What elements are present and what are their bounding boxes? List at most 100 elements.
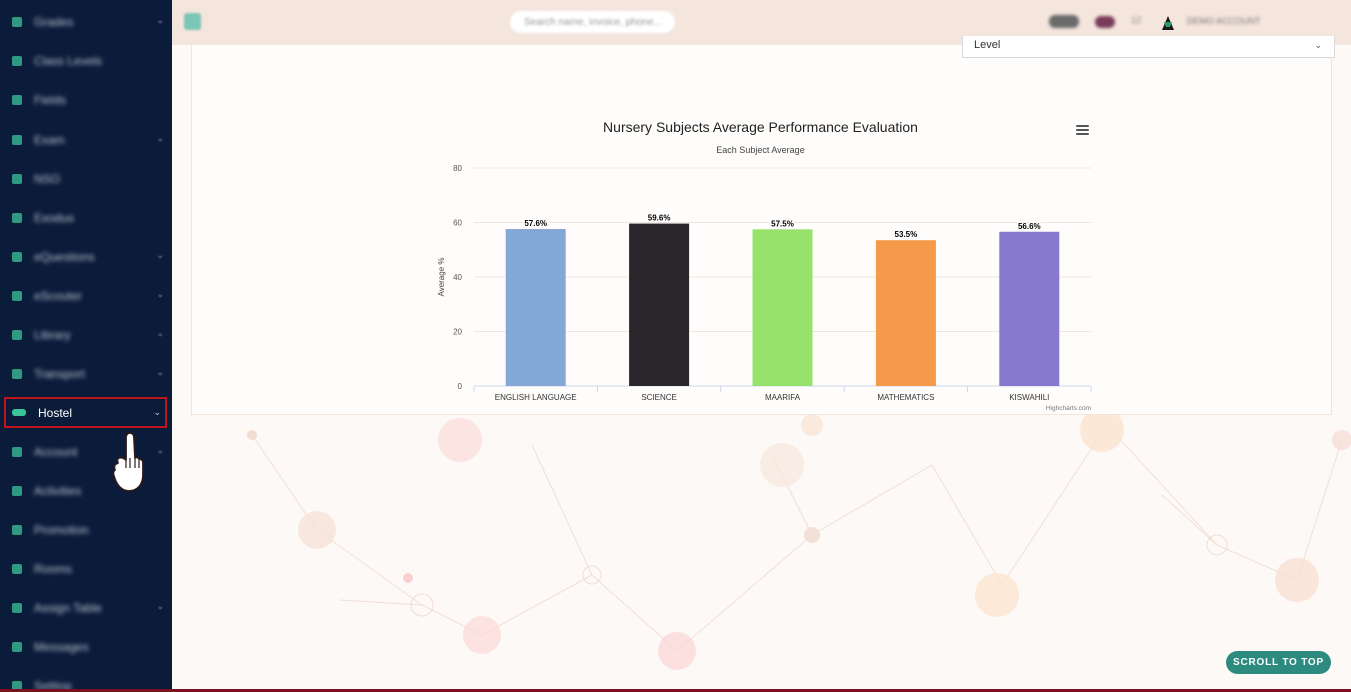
bottom-border	[0, 689, 1351, 692]
sidebar-item-icon	[12, 486, 22, 496]
sidebar-item-activities[interactable]: Activities	[0, 473, 172, 509]
scroll-to-top-button[interactable]: SCROLL TO TOP	[1226, 651, 1331, 674]
chart-credits: Highcharts.com	[1046, 405, 1091, 412]
y-tick-label: 40	[453, 273, 462, 282]
sidebar-item-label: NSO	[34, 172, 61, 186]
sidebar-item-icon	[12, 564, 22, 574]
notification-icon[interactable]	[1049, 15, 1079, 28]
chevron-down-icon: ⌄	[153, 407, 161, 417]
language-flag-icon[interactable]	[1095, 16, 1115, 28]
chevron-down-icon: ⌄	[156, 601, 164, 611]
chevron-down-icon: ⌄	[156, 250, 164, 260]
sidebar-item-assign-table[interactable]: Assign Table ⌄	[0, 590, 172, 626]
chart-context-menu-icon[interactable]	[1076, 125, 1089, 136]
sidebar-item-icon	[12, 213, 22, 223]
data-label: 56.6%	[1018, 222, 1041, 231]
sidebar-item-label: Class Levels	[34, 54, 103, 68]
sidebar-item-label: Activities	[34, 484, 82, 498]
data-label: 53.5%	[895, 230, 918, 239]
sidebar-item-label: Assign Table	[34, 601, 102, 615]
bar-maarifa	[752, 229, 813, 386]
message-badge[interactable]: 12	[1131, 15, 1142, 25]
sidebar-item-setting[interactable]: Setting	[0, 668, 172, 692]
search-input[interactable]: Search name, invoice, phone...	[510, 11, 675, 33]
bar-kiswahili	[999, 231, 1060, 386]
y-tick-label: 0	[458, 382, 463, 391]
sidebar-item-icon	[12, 291, 22, 301]
sidebar-item-icon	[12, 603, 22, 613]
sidebar-item-label: Exam	[34, 133, 65, 147]
sidebar-item-label: Exodus	[34, 211, 75, 225]
x-tick-label: MAARIFA	[765, 393, 801, 402]
sidebar-item-exodus[interactable]: Exodus	[0, 200, 172, 236]
sidebar-item-icon	[12, 252, 22, 262]
bar-chart: Nursery Subjects Average Performance Eva…	[437, 119, 1092, 412]
sidebar-item-grades[interactable]: Grades ⌄	[0, 4, 172, 40]
sidebar-item-transport[interactable]: Transport ⌄	[0, 356, 172, 392]
sidebar-item-messages[interactable]: Messages	[0, 629, 172, 665]
sidebar-item-label: eScouter	[34, 289, 83, 303]
sidebar-item-label: Promotion	[34, 523, 89, 537]
sidebar-item-icon	[12, 174, 22, 184]
sidebar-item-hostel[interactable]: Hostel ⌄	[4, 397, 167, 428]
sidebar-item-icon	[12, 369, 22, 379]
sidebar-item-icon	[12, 447, 22, 457]
account-name[interactable]: DEMO ACCOUNT	[1187, 16, 1261, 26]
sidebar-item-label: Hostel	[38, 405, 73, 420]
sidebar-item-label: Setting	[34, 679, 72, 692]
x-tick-label: SCIENCE	[641, 393, 677, 402]
background-network-pattern	[247, 415, 1351, 670]
sidebar-item-library[interactable]: Library ⌄	[0, 317, 172, 353]
sidebar-item-label: Grades	[34, 15, 74, 29]
sidebar-item-promotion[interactable]: Promotion	[0, 512, 172, 548]
chevron-down-icon: ⌄	[156, 328, 164, 338]
sidebar-item-exam[interactable]: Exam ⌄	[0, 122, 172, 158]
sidebar-item-label: Messages	[34, 640, 89, 654]
bar-english-language	[505, 229, 566, 386]
chart-subtitle: Each Subject Average	[716, 145, 804, 155]
sidebar-item-icon	[12, 135, 22, 145]
y-axis-label: Average %	[437, 258, 446, 297]
y-tick-label: 20	[453, 328, 462, 337]
level-select[interactable]: Level ⌄	[962, 36, 1335, 58]
y-tick-label: 80	[453, 164, 462, 173]
sidebar-item-rooms[interactable]: Rooms	[0, 551, 172, 587]
sidebar-item-class-levels[interactable]: Class Levels	[0, 43, 172, 79]
sidebar-item-icon	[12, 525, 22, 535]
sidebar-item-label: eQuestions	[34, 250, 95, 264]
data-label: 57.5%	[771, 219, 794, 228]
x-tick-label: MATHEMATICS	[877, 393, 934, 402]
sidebar-item-account[interactable]: Account ⌄	[0, 434, 172, 470]
avatar[interactable]	[1158, 12, 1178, 34]
sidebar-item-icon	[12, 409, 26, 416]
chevron-down-icon: ⌄	[156, 289, 164, 299]
chart-title: Nursery Subjects Average Performance Eva…	[603, 119, 918, 135]
data-label: 57.6%	[524, 219, 547, 228]
sidebar: Grades ⌄ Class Levels Fields Exam ⌄ NSO Exodus e…	[0, 0, 172, 692]
sidebar-item-icon	[12, 56, 22, 66]
chevron-down-icon: ⌄	[156, 367, 164, 377]
sidebar-item-label: Rooms	[34, 562, 73, 576]
y-tick-label: 60	[453, 219, 462, 228]
sidebar-item-icon	[12, 17, 22, 27]
sidebar-item-escouter[interactable]: eScouter ⌄	[0, 278, 172, 314]
sidebar-item-icon	[12, 95, 22, 105]
sidebar-item-nso[interactable]: NSO	[0, 161, 172, 197]
chevron-down-icon: ⌄	[156, 133, 164, 143]
pointing-hand-cursor-icon	[112, 432, 144, 492]
sidebar-item-label: Account	[34, 445, 78, 459]
chevron-down-icon: ⌄	[1314, 40, 1322, 50]
sidebar-item-label: Transport	[34, 367, 85, 381]
sidebar-item-label: Library	[34, 328, 71, 342]
sidebar-item-label: Fields	[34, 93, 67, 107]
level-select-value: Level	[974, 39, 1001, 51]
sidebar-item-fields[interactable]: Fields	[0, 82, 172, 118]
sidebar-item-icon	[12, 642, 22, 652]
menu-toggle-icon[interactable]	[184, 13, 201, 30]
sidebar-item-icon	[12, 681, 22, 691]
x-tick-label: ENGLISH LANGUAGE	[495, 393, 577, 402]
sidebar-item-equestions[interactable]: eQuestions ⌄	[0, 239, 172, 275]
bar-science	[629, 223, 690, 386]
sidebar-item-icon	[12, 330, 22, 340]
chevron-down-icon: ⌄	[156, 15, 164, 25]
